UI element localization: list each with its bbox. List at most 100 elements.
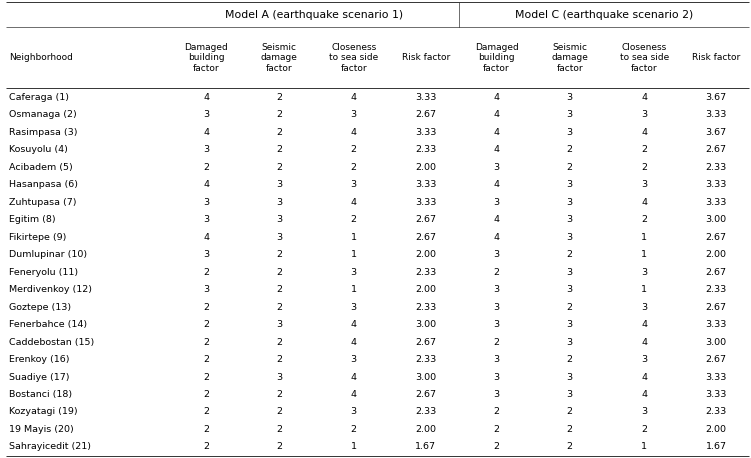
Text: 2.33: 2.33 <box>705 408 727 416</box>
Text: 2.33: 2.33 <box>415 303 436 311</box>
Text: 2.67: 2.67 <box>415 215 436 224</box>
Text: 2: 2 <box>493 408 499 416</box>
Text: 3: 3 <box>567 233 573 242</box>
Text: 3: 3 <box>567 338 573 347</box>
Text: Damaged
building
factor: Damaged building factor <box>475 43 518 73</box>
Text: 2.33: 2.33 <box>415 355 436 364</box>
Text: Hasanpasa (6): Hasanpasa (6) <box>9 180 78 189</box>
Text: Sahrayicedit (21): Sahrayicedit (21) <box>9 442 91 452</box>
Text: 3: 3 <box>493 372 499 382</box>
Text: Seismic
damage
factor: Seismic damage factor <box>261 43 297 73</box>
Text: Neighborhood: Neighborhood <box>9 53 73 62</box>
Text: 2: 2 <box>276 338 282 347</box>
Text: 4: 4 <box>493 93 499 102</box>
Text: 3: 3 <box>567 320 573 329</box>
Text: 2: 2 <box>351 425 357 434</box>
Text: 3: 3 <box>567 215 573 224</box>
Text: 3: 3 <box>567 110 573 119</box>
Text: 2: 2 <box>276 408 282 416</box>
Text: Acibadem (5): Acibadem (5) <box>9 163 73 172</box>
Text: 2: 2 <box>641 425 647 434</box>
Text: 3: 3 <box>276 233 282 242</box>
Text: Egitim (8): Egitim (8) <box>9 215 56 224</box>
Text: 3.00: 3.00 <box>706 215 727 224</box>
Text: 2: 2 <box>641 145 647 154</box>
Text: 3.33: 3.33 <box>705 390 727 399</box>
Text: 2: 2 <box>493 338 499 347</box>
Text: 2: 2 <box>567 408 573 416</box>
Text: 3: 3 <box>641 408 647 416</box>
Text: 2: 2 <box>203 320 209 329</box>
Text: 4: 4 <box>641 197 647 207</box>
Text: 3: 3 <box>351 303 357 311</box>
Text: 3: 3 <box>351 355 357 364</box>
Text: 3: 3 <box>276 215 282 224</box>
Text: 2.33: 2.33 <box>705 163 727 172</box>
Text: 3: 3 <box>567 267 573 277</box>
Text: 3: 3 <box>276 197 282 207</box>
Text: 3: 3 <box>203 215 210 224</box>
Text: 2: 2 <box>493 442 499 452</box>
Text: 3: 3 <box>641 355 647 364</box>
Text: 3.33: 3.33 <box>705 372 727 382</box>
Text: 2.67: 2.67 <box>415 338 436 347</box>
Text: 1.67: 1.67 <box>706 442 727 452</box>
Text: 3: 3 <box>641 303 647 311</box>
Text: 2: 2 <box>567 442 573 452</box>
Text: 3: 3 <box>567 285 573 294</box>
Text: 4: 4 <box>351 320 357 329</box>
Text: 2: 2 <box>276 442 282 452</box>
Text: 3: 3 <box>567 128 573 136</box>
Text: 3: 3 <box>351 267 357 277</box>
Text: 3.33: 3.33 <box>415 197 436 207</box>
Text: 2: 2 <box>493 425 499 434</box>
Text: 2.67: 2.67 <box>415 233 436 242</box>
Text: 4: 4 <box>351 338 357 347</box>
Text: 2: 2 <box>203 303 209 311</box>
Text: 4: 4 <box>203 93 209 102</box>
Text: 2: 2 <box>351 145 357 154</box>
Text: 2.00: 2.00 <box>706 250 727 259</box>
Text: 2: 2 <box>276 93 282 102</box>
Text: Bostanci (18): Bostanci (18) <box>9 390 72 399</box>
Text: 4: 4 <box>641 128 647 136</box>
Text: 4: 4 <box>641 372 647 382</box>
Text: 3.33: 3.33 <box>705 110 727 119</box>
Text: 3.33: 3.33 <box>415 128 436 136</box>
Text: Damaged
building
factor: Damaged building factor <box>184 43 228 73</box>
Text: 4: 4 <box>351 372 357 382</box>
Text: 2.33: 2.33 <box>705 285 727 294</box>
Text: 1: 1 <box>351 250 357 259</box>
Text: 2: 2 <box>203 425 209 434</box>
Text: 2: 2 <box>203 338 209 347</box>
Text: 4: 4 <box>351 93 357 102</box>
Text: 3: 3 <box>493 355 499 364</box>
Text: Caferaga (1): Caferaga (1) <box>9 93 69 102</box>
Text: 2.33: 2.33 <box>415 145 436 154</box>
Text: Zuhtupasa (7): Zuhtupasa (7) <box>9 197 77 207</box>
Text: 4: 4 <box>641 93 647 102</box>
Text: 2: 2 <box>567 163 573 172</box>
Text: 3: 3 <box>203 250 210 259</box>
Text: 4: 4 <box>493 110 499 119</box>
Text: 1: 1 <box>641 285 647 294</box>
Text: 4: 4 <box>641 320 647 329</box>
Text: 2: 2 <box>567 145 573 154</box>
Text: Erenkoy (16): Erenkoy (16) <box>9 355 70 364</box>
Text: 3.33: 3.33 <box>705 197 727 207</box>
Text: 2: 2 <box>203 390 209 399</box>
Text: 2.67: 2.67 <box>706 267 727 277</box>
Text: 2: 2 <box>276 303 282 311</box>
Text: 2.00: 2.00 <box>415 285 436 294</box>
Text: 2.00: 2.00 <box>706 425 727 434</box>
Text: Kosuyolu (4): Kosuyolu (4) <box>9 145 68 154</box>
Text: 4: 4 <box>493 180 499 189</box>
Text: 4: 4 <box>493 233 499 242</box>
Text: 3: 3 <box>203 197 210 207</box>
Text: 2: 2 <box>641 215 647 224</box>
Text: 1: 1 <box>351 442 357 452</box>
Text: 3.33: 3.33 <box>705 320 727 329</box>
Text: 4: 4 <box>641 338 647 347</box>
Text: 19 Mayis (20): 19 Mayis (20) <box>9 425 74 434</box>
Text: 2.67: 2.67 <box>706 303 727 311</box>
